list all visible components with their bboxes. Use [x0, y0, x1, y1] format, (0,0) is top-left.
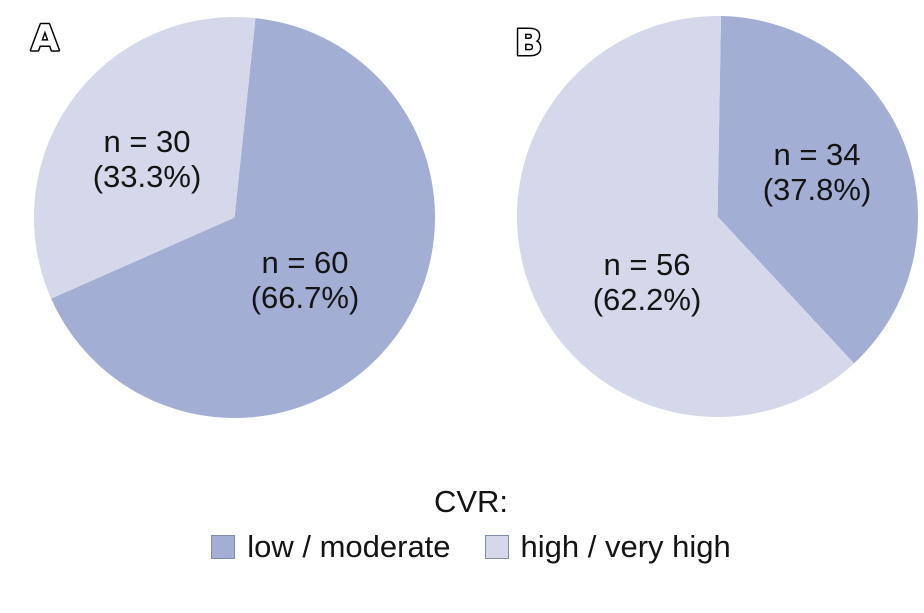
pie-a-slice-low-moderate	[51, 18, 435, 418]
legend-label-high-very-high: high / very high	[520, 529, 731, 564]
legend-row: low / moderate high / very high	[18, 529, 924, 565]
pie-b-label-high-very-high: n = 56 (62.2%)	[537, 247, 757, 317]
legend-swatch-low-moderate	[211, 535, 236, 559]
pie-chart-b	[517, 16, 918, 417]
pie-chart-a	[34, 17, 435, 418]
legend-label-low-moderate: low / moderate	[247, 529, 451, 564]
pie-a-label-low-moderate: n = 60 (66.7%)	[195, 245, 415, 315]
legend-item-high-very-high: high / very high	[484, 529, 731, 565]
slice-label-percent: (66.7%)	[250, 280, 360, 315]
slice-label-percent: (33.3%)	[92, 159, 202, 194]
panel-label-b: B	[514, 22, 544, 66]
panel-label-a: A	[30, 17, 61, 61]
panel-letter-a-text: A	[31, 18, 59, 59]
slice-label-n: n = 30	[103, 124, 191, 159]
slice-label-n: n = 34	[773, 137, 861, 172]
legend-item-low-moderate: low / moderate	[211, 529, 451, 565]
pie-b-slice-high-very-high	[517, 16, 855, 417]
slice-label-n: n = 60	[261, 245, 349, 280]
pie-b-label-low-moderate: n = 34 (37.8%)	[707, 137, 924, 207]
pie-a-slice-high-very-high	[34, 17, 256, 299]
panel-letter-b-text: B	[515, 23, 542, 64]
legend-title: CVR:	[433, 484, 509, 519]
pie-a-label-high-very-high: n = 30 (33.3%)	[37, 124, 257, 194]
slice-label-n: n = 56	[603, 247, 691, 282]
legend-swatch-high-very-high	[484, 535, 509, 559]
pie-b-slice-low-moderate	[717, 16, 918, 364]
slice-label-percent: (37.8%)	[762, 172, 872, 207]
legend: CVR: low / moderate high / very high	[0, 486, 924, 565]
slice-label-percent: (62.2%)	[592, 282, 702, 317]
